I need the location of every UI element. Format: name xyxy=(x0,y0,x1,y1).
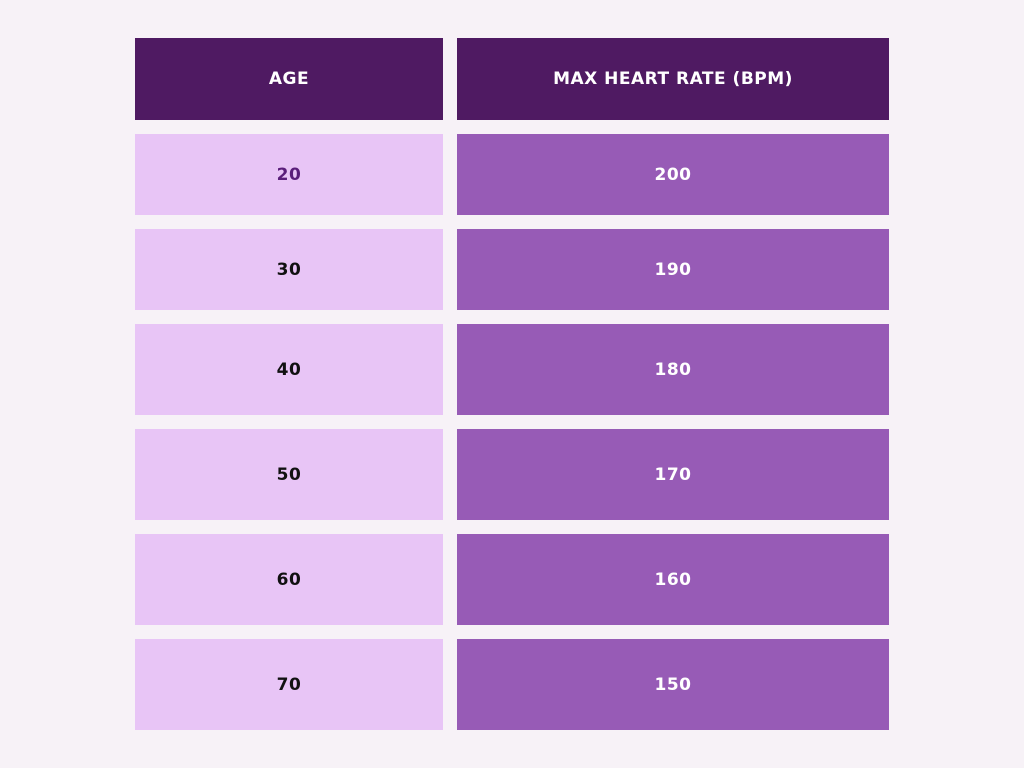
header-max-heart-rate: MAX HEART RATE (BPM) xyxy=(457,38,889,120)
age-cell: 70 xyxy=(135,639,443,730)
heart-rate-cell: 170 xyxy=(457,429,889,520)
heart-rate-cell: 150 xyxy=(457,639,889,730)
heart-rate-cell: 160 xyxy=(457,534,889,625)
age-cell: 20 xyxy=(135,134,443,215)
heart-rate-cell: 180 xyxy=(457,324,889,415)
age-cell: 30 xyxy=(135,229,443,310)
age-cell: 40 xyxy=(135,324,443,415)
age-cell: 60 xyxy=(135,534,443,625)
heart-rate-cell: 190 xyxy=(457,229,889,310)
heart-rate-cell: 200 xyxy=(457,134,889,215)
age-cell: 50 xyxy=(135,429,443,520)
header-age: AGE xyxy=(135,38,443,120)
